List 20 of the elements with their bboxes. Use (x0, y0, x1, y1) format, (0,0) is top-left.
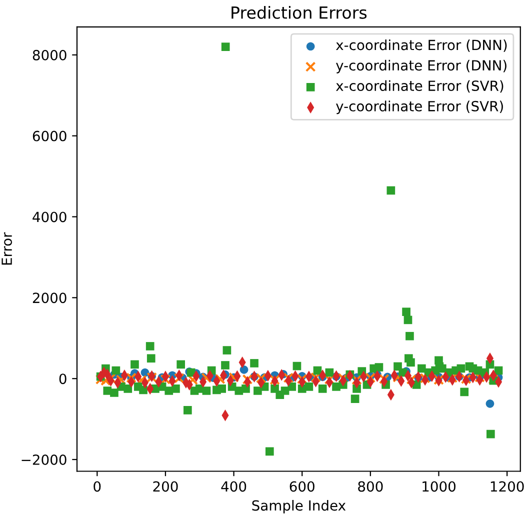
y-axis-title: Error (2, 232, 12, 265)
x-tick-label: 1200 (490, 481, 524, 492)
y-tick-label: 6000 (32, 130, 66, 142)
legend-label: y-coordinate Error (SVR) (336, 100, 503, 114)
y-tick-label: 4000 (32, 212, 66, 222)
chart-title: Prediction Errors (232, 6, 367, 19)
y-tick-label: −2000 (22, 454, 66, 465)
x-tick-label: 0 (94, 481, 101, 492)
x-tick-label: 1000 (422, 481, 456, 492)
y-tick-label: 2000 (32, 292, 66, 304)
x-tick-label: 200 (153, 481, 178, 492)
legend-label: x-coordinate Error (DNN) (336, 39, 507, 52)
x-tick-label: 800 (358, 481, 383, 492)
y-tick-label: 0 (59, 374, 66, 384)
x-tick-label: 400 (221, 481, 246, 492)
legend-label: x-coordinate Error (SVR) (336, 80, 504, 93)
x-tick-label: 600 (290, 481, 314, 492)
x-axis-title: Sample Index (252, 500, 346, 514)
legend-label: y-coordinate Error (DNN) (336, 60, 506, 74)
y-tick-label: 8000 (32, 50, 66, 60)
